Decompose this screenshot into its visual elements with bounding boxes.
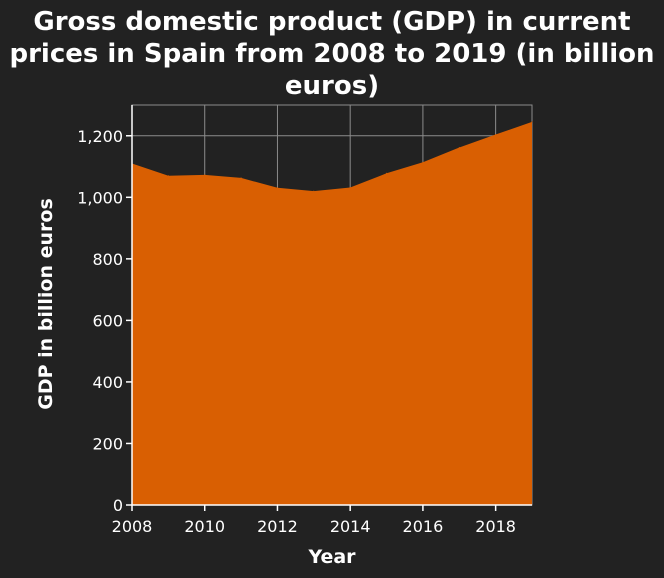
y-tick-label-0: 0	[113, 496, 123, 515]
gdp-area-series	[132, 121, 532, 505]
chart-title-line-3: euros)	[285, 71, 379, 101]
chart-title-line-2: prices in Spain from 2008 to 2019 (in bi…	[9, 39, 654, 69]
x-tick-label-2014: 2014	[330, 517, 371, 536]
y-tick-label-600: 600	[92, 311, 123, 330]
data-point-2016	[422, 161, 424, 163]
x-tick-label-2010: 2010	[184, 517, 225, 536]
y-tick-label-200: 200	[92, 434, 123, 453]
data-point-2018	[495, 134, 497, 136]
x-tick-label-2016: 2016	[403, 517, 444, 536]
y-tick-label-400: 400	[92, 373, 123, 392]
data-point-2012	[276, 187, 278, 189]
chart-title-line-1: Gross domestic product (GDP) in current	[33, 7, 630, 37]
data-point-2013	[313, 190, 315, 192]
y-axis-label: GDP in billion euros	[35, 198, 57, 410]
data-point-2009	[167, 175, 169, 177]
x-tick-label-2008: 2008	[112, 517, 153, 536]
y-axis-ticks: 0 200 400 600 800 1,000 1,200	[77, 127, 132, 515]
data-point-2015	[386, 172, 388, 174]
y-tick-label-1200: 1,200	[77, 127, 123, 146]
data-point-2017	[458, 146, 460, 148]
data-point-2010	[204, 174, 206, 176]
x-tick-label-2018: 2018	[475, 517, 516, 536]
data-point-2011	[240, 177, 242, 179]
x-axis-label: Year	[307, 546, 356, 568]
x-tick-label-2012: 2012	[257, 517, 298, 536]
plot-area	[131, 121, 533, 505]
y-tick-label-1000: 1,000	[77, 188, 123, 207]
data-point-2014	[349, 186, 351, 188]
axes	[131, 105, 532, 506]
x-axis-ticks: 2008 2010 2012 2014 2016 2018	[112, 505, 516, 536]
data-point-2019	[531, 121, 533, 123]
y-tick-label-800: 800	[92, 250, 123, 269]
